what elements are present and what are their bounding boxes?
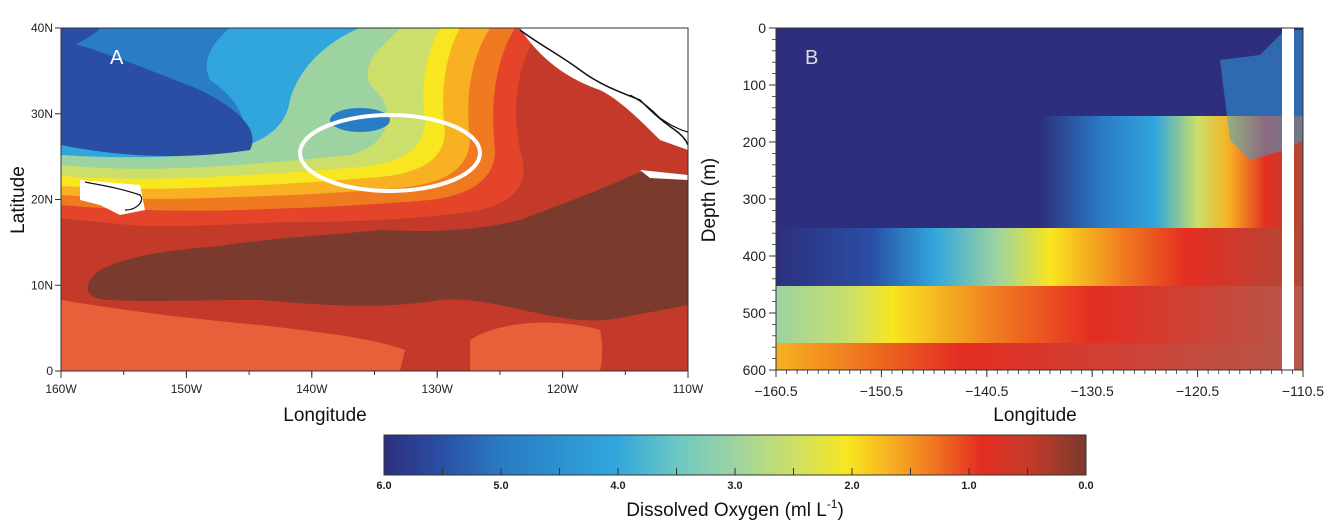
panel-b-x-label: Longitude [993,405,1076,426]
colorbar-tick-label: 1.0 [961,480,976,492]
panel-b-y-tick-label: 500 [743,305,767,321]
panel-b-y-tick-label: 400 [743,248,767,264]
panel-a-x-tick-label: 160W [45,382,77,396]
panel-a-x-label: Longitude [283,405,366,426]
panel-a-y-label: Latitude [8,166,29,234]
colorbar: 6.0 5.0 4.0 3.0 2.0 1.0 0.0 Dissolved Oxygen (… [376,434,1094,521]
panel-a-map: A 160W 150W 140W 130W 120W 110W010N20N30N40N … [8,21,704,426]
panel-a-y-tick-label: 20N [31,193,53,207]
panel-a-label: A [110,47,124,69]
highlight-ellipse [298,113,482,193]
panel-a-x-tick-label: 140W [296,382,328,396]
colorbar-tick-label: 3.0 [727,480,742,492]
panel-b-x-tick-label: −140.5 [965,383,1008,399]
panel-b-label: B [805,47,818,69]
colorbar-tick-label: 2.0 [844,480,859,492]
panel-b-y-tick-label: 0 [758,20,766,36]
panel-a-x-tick-label: 150W [171,382,203,396]
panel-b-y-tick-label: 100 [743,77,767,93]
colorbar-tick-label: 0.0 [1078,480,1093,492]
panel-a-x-tick-label: 110W [673,382,704,396]
panel-b-x-tick-label: −130.5 [1071,383,1114,399]
panel-b-section: B −160.5 −150.5 −140.5 −130.5 −120.5 −110.5 0 1… [699,20,1324,426]
panel-b-x-tick-label: −150.5 [860,383,903,399]
colorbar-tick-label: 5.0 [493,480,508,492]
panel-b-y-label: Depth (m) [699,158,720,242]
panel-b-y-tick-label: 200 [743,134,767,150]
colorbar-tick-label: 4.0 [610,480,625,492]
colorbar-label: Dissolved Oxygen (ml L-1) [626,497,844,521]
panel-b-x-tick-label: −160.5 [754,383,797,399]
panel-a-y-tick-label: 40N [31,21,53,35]
panel-a-y-tick-label: 10N [31,278,53,292]
panel-b-y-tick-label: 600 [743,362,767,378]
colorbar-tick-label: 6.0 [376,480,391,492]
panel-a-x-tick-label: 130W [422,382,454,396]
panel-a-y-tick-label: 0 [46,364,53,378]
panel-b-x-tick-label: −110.5 [1282,383,1324,399]
panel-a-x-tick-label: 120W [547,382,579,396]
panel-b-x-tick-label: −120.5 [1176,383,1219,399]
panel-a-y-tick-label: 30N [31,107,53,121]
oxygen-contours [61,28,688,371]
panel-b-y-tick-label: 300 [743,191,767,207]
